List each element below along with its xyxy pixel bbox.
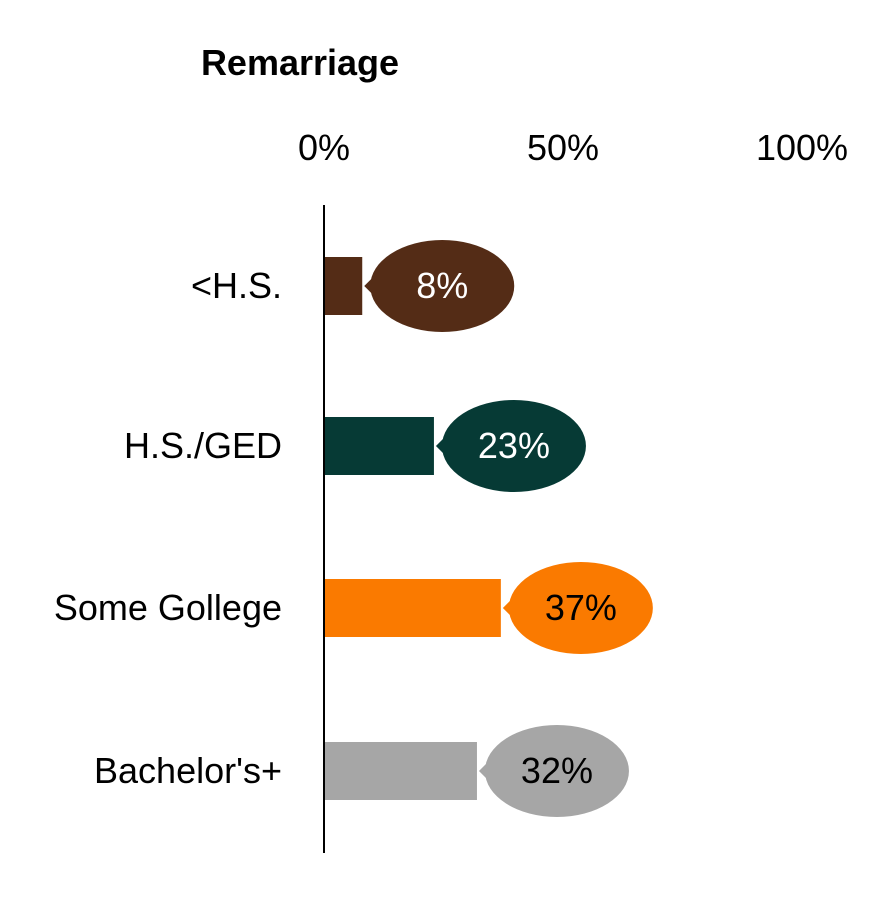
x-tick-label: 0% — [298, 127, 350, 168]
category-label: Some Gollege — [54, 587, 282, 628]
data-label: 37% — [545, 587, 617, 628]
bars-group: <H.S. 8% H.S./GED 23% Some Gollege 37% Bachelo… — [54, 240, 653, 817]
callout-bubble — [508, 562, 653, 654]
category-label: Bachelor's+ — [94, 750, 282, 791]
x-tick-label: 100% — [756, 127, 848, 168]
category-label: H.S./GED — [124, 425, 282, 466]
bar — [325, 579, 501, 637]
bar — [325, 742, 477, 800]
data-label: 8% — [416, 265, 468, 306]
category-label: <H.S. — [191, 265, 282, 306]
callout-bubble — [441, 400, 586, 492]
callout-bubble — [484, 725, 629, 817]
data-label: 32% — [521, 750, 593, 791]
callout-bubble — [370, 240, 515, 332]
x-axis-ticks: 0% 50% 100% — [298, 127, 848, 168]
bar — [325, 257, 363, 315]
bar — [325, 417, 434, 475]
data-label: 23% — [478, 425, 550, 466]
x-tick-label: 50% — [527, 127, 599, 168]
chart-title: Remarriage — [201, 42, 399, 83]
